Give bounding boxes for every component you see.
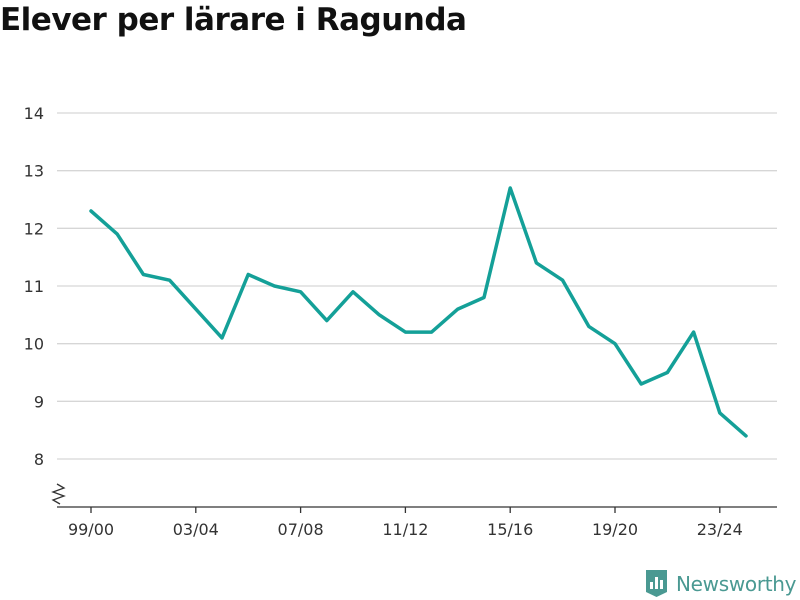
chart-title: Elever per lärare i Ragunda [0,2,467,38]
brand-name: Newsworthy [676,571,797,596]
y-tick-label: 12 [24,219,44,238]
grid-lines [57,112,777,460]
y-tick-label: 8 [34,450,44,469]
x-tick-label: 15/16 [487,520,533,539]
x-axis: 99/00 03/04 07/08 11/12 15/16 19/20 23/24 [51,483,777,539]
y-tick-label: 14 [24,104,44,123]
y-axis-ticks: 8 9 10 11 12 13 14 [24,104,44,469]
series-lines [89,186,748,438]
newsworthy-logo-icon [646,570,667,597]
x-tick-label: 19/20 [592,520,638,539]
axis-break-icon [51,483,66,505]
y-tick-label: 9 [34,392,44,411]
x-tick-label: 03/04 [173,520,219,539]
y-tick-label: 11 [24,277,44,296]
x-tick-label: 07/08 [278,520,324,539]
x-tick-label: 23/24 [697,520,743,539]
y-tick-label: 10 [24,335,44,354]
x-tick-label: 99/00 [68,520,114,539]
x-tick-label: 11/12 [382,520,428,539]
newsworthy-brand[interactable]: Newsworthy [644,568,797,599]
y-tick-label: 13 [24,162,44,181]
series-line [89,186,748,438]
